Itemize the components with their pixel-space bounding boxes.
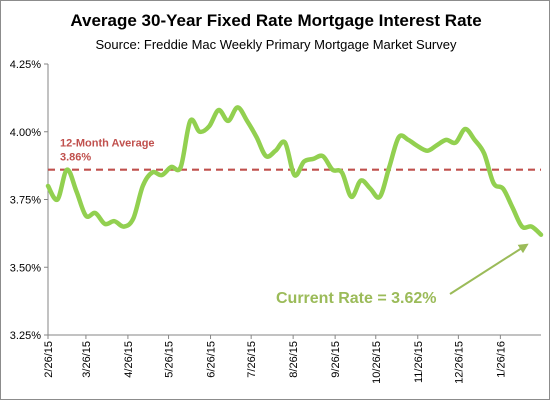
annotation-label: Current Rate = 3.62% bbox=[276, 290, 437, 307]
x-tick-label: 9/26/15 bbox=[330, 341, 342, 378]
x-tick-label: 11/26/15 bbox=[413, 341, 425, 383]
y-tick-label: 3.75% bbox=[10, 195, 41, 207]
y-tick-label: 4.25% bbox=[10, 59, 41, 71]
annotation-group: Current Rate = 3.62% bbox=[276, 243, 529, 307]
rate-series-line bbox=[45, 105, 544, 237]
average-label: 12-Month Average bbox=[60, 138, 155, 150]
x-tick-label: 5/26/15 bbox=[164, 341, 176, 378]
x-tick-label: 7/26/15 bbox=[246, 341, 258, 378]
x-tick-label: 12/26/15 bbox=[453, 341, 465, 384]
y-tick-label: 4.00% bbox=[10, 127, 41, 139]
x-tick-label: 3/26/15 bbox=[81, 341, 93, 378]
annotation-arrow bbox=[449, 243, 529, 295]
y-tick-label: 3.50% bbox=[10, 262, 41, 274]
y-tick-label: 3.25% bbox=[10, 330, 41, 342]
x-tick-label: 10/26/15 bbox=[371, 341, 383, 384]
average-line-group: 12-Month Average 3.86% bbox=[48, 138, 541, 171]
chart-title: Average 30-Year Fixed Rate Mortgage Inte… bbox=[70, 11, 482, 30]
x-tick-label: 2/26/15 bbox=[43, 341, 55, 378]
average-value-label: 3.86% bbox=[60, 152, 91, 164]
chart-subtitle: Source: Freddie Mac Weekly Primary Mortg… bbox=[95, 37, 457, 52]
x-tick-label: 1/26/16 bbox=[495, 341, 507, 378]
series-group bbox=[45, 105, 544, 237]
axes: 3.25% 3.50% 3.75% 4.00% 4.25% 2/26/15 3/26/15 4… bbox=[10, 59, 541, 384]
x-tick-label: 8/26/15 bbox=[288, 341, 300, 378]
x-tick-label: 6/26/15 bbox=[206, 341, 218, 378]
x-tick-label: 4/26/15 bbox=[123, 341, 135, 378]
